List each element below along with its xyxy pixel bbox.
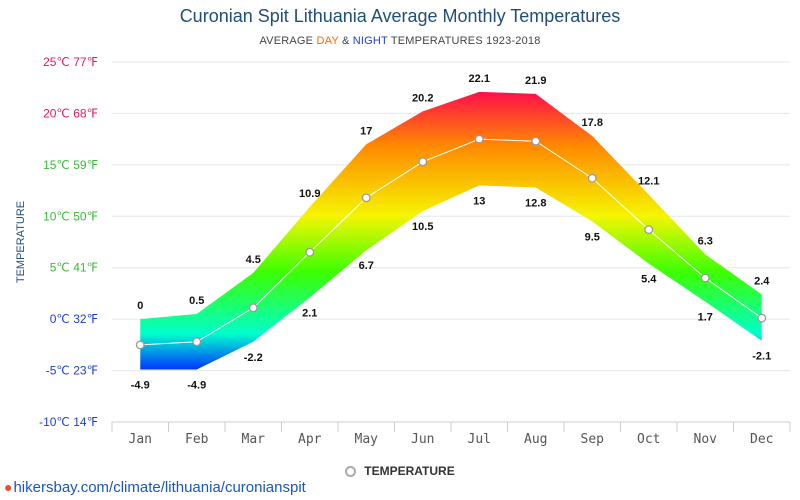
subtitle-amp: & (338, 35, 353, 47)
day-value-label: 0 (137, 300, 143, 312)
night-value-label: -2.1 (752, 351, 771, 363)
chart-title: Curonian Spit Lithuania Average Monthly … (179, 6, 621, 26)
night-value-label: 13 (473, 195, 485, 207)
x-tick-label: Sep (581, 432, 605, 447)
x-tick-label: Mar (242, 432, 266, 447)
day-value-label: 17.8 (582, 117, 603, 129)
night-value-label: 5.4 (641, 274, 657, 286)
day-value-label: 0.5 (189, 295, 204, 307)
day-value-label: 10.9 (299, 188, 320, 200)
y-tick-label: 0℃ 32℉ (50, 312, 98, 326)
x-axis-ticks: Jan Feb Mar Apr May Jun Jul Aug Sep Oct Nov Dec (111, 422, 791, 447)
source-link[interactable]: ●hikersbay.com/climate/lithuania/curonia… (4, 479, 306, 496)
day-value-labels: 0 0.5 4.5 10.9 17 20.2 22.1 21.9 17.8 12.1 6.3 2.4 (137, 73, 770, 312)
average-point (418, 157, 428, 167)
x-tick-label: Jul (468, 432, 491, 447)
subtitle-day: DAY (316, 35, 339, 47)
location-pin-icon: ● (4, 479, 13, 495)
day-value-label: 17 (360, 125, 372, 137)
average-point (474, 134, 484, 144)
day-value-label: 2.4 (754, 275, 770, 287)
day-value-label: 4.5 (246, 254, 261, 266)
subtitle-suffix: TEMPERATURES 1923-2018 (387, 35, 541, 47)
average-points (135, 134, 767, 350)
y-axis-label: TEMPERATURE (15, 201, 27, 283)
y-axis-ticks: 25℃ 77℉ 20℃ 68℉ 15℃ 59℉ 10℃ 50℉ 5℃ 41℉ 0℃ 32℉… (39, 55, 98, 429)
average-point (757, 313, 767, 323)
day-value-label: 12.1 (638, 176, 659, 188)
y-tick-label: 5℃ 41℉ (50, 261, 98, 275)
x-tick-label: Aug (524, 432, 547, 447)
x-tick-label: Nov (694, 432, 718, 447)
x-tick-label: Dec (750, 432, 773, 447)
night-value-label: 1.7 (698, 312, 713, 324)
y-tick-label: 20℃ 68℉ (43, 106, 98, 120)
average-line (140, 138, 763, 346)
day-value-label: 6.3 (698, 235, 713, 247)
night-value-label: 9.5 (585, 231, 600, 243)
temperature-band (140, 91, 762, 370)
x-tick-label: Apr (298, 432, 322, 447)
legend[interactable]: TEMPERATURE (0, 464, 800, 478)
source-url: hikersbay.com/climate/lithuania/curonian… (13, 479, 306, 496)
x-tick-label: Jan (129, 432, 152, 447)
average-point (135, 340, 145, 350)
subtitle-night: NIGHT (352, 35, 388, 47)
y-tick-label: 25℃ 77℉ (43, 55, 98, 69)
y-tick-label: -10℃ 14℉ (39, 415, 98, 429)
day-value-label: 22.1 (469, 73, 490, 85)
average-point (192, 337, 202, 347)
day-value-label: 21.9 (525, 75, 546, 87)
average-point (248, 303, 258, 313)
average-point (361, 193, 371, 203)
average-point (305, 247, 315, 257)
night-value-label: 2.1 (302, 308, 317, 320)
y-tick-label: -5℃ 23℉ (46, 364, 98, 378)
night-value-label: 10.5 (412, 221, 433, 233)
night-value-label: -4.9 (187, 380, 206, 392)
average-point (644, 225, 654, 235)
y-tick-label: 10℃ 50℉ (43, 209, 98, 223)
x-tick-label: May (355, 432, 379, 447)
night-value-label: 6.7 (359, 260, 374, 272)
x-tick-label: Feb (185, 432, 209, 447)
legend-label: TEMPERATURE (364, 464, 455, 478)
x-tick-label: Jun (411, 432, 434, 447)
subtitle-prefix: AVERAGE (259, 35, 317, 47)
night-value-label: -2.2 (244, 352, 263, 364)
y-tick-label: 15℃ 59℉ (43, 158, 98, 172)
average-point (700, 273, 710, 283)
x-tick-label: Oct (637, 432, 660, 447)
night-value-label: -4.9 (131, 380, 150, 392)
average-point (587, 173, 597, 183)
chart-subtitle: AVERAGE DAY & NIGHT TEMPERATURES 1923-20… (0, 35, 800, 47)
legend-marker-icon (345, 466, 357, 477)
day-value-label: 20.2 (412, 92, 433, 104)
night-value-labels: -4.9 -4.9 -2.2 2.1 6.7 10.5 13 12.8 9.5 5.4 1.7 -2.… (131, 195, 771, 391)
average-point (531, 136, 541, 146)
night-value-label: 12.8 (525, 197, 546, 209)
